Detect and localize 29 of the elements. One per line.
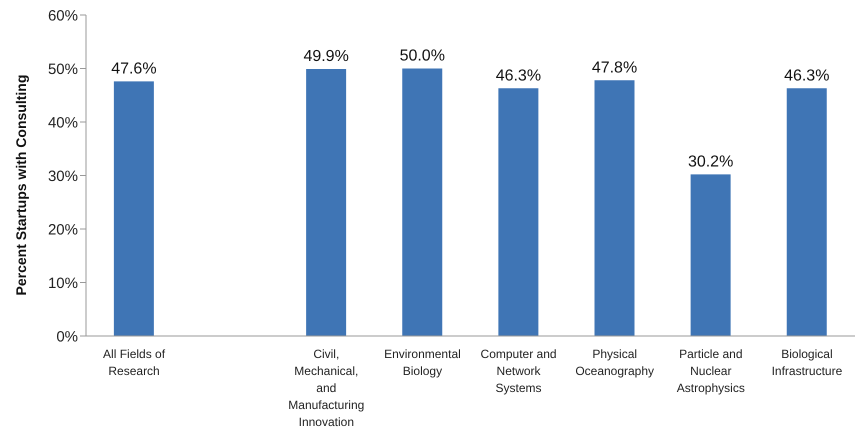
- bar: [498, 88, 538, 336]
- x-tick-label: Civil, Mechanical, and Manufacturing Innovation: [288, 347, 364, 429]
- y-tick-label: 40%: [48, 114, 78, 132]
- y-tick-label: 50%: [48, 60, 78, 78]
- bar: [114, 81, 154, 336]
- bar: [306, 69, 346, 336]
- x-tick-label: Biological Infrastructure: [772, 347, 843, 378]
- y-axis-title: Percent Startups with Consulting: [12, 74, 29, 296]
- data-label: 50.0%: [400, 48, 445, 64]
- bar: [690, 174, 731, 336]
- bar: [786, 88, 827, 336]
- data-label: 30.2%: [688, 153, 734, 170]
- x-tick-label: All Fields of Research: [103, 347, 166, 378]
- data-label: 46.3%: [496, 67, 542, 84]
- data-label: 47.8%: [592, 59, 638, 76]
- x-tick-label: Physical Oceanography: [575, 347, 654, 378]
- data-label: 49.9%: [303, 48, 349, 66]
- y-tick-label: 0%: [56, 328, 78, 346]
- x-tick-label: Computer and Network Systems: [480, 347, 557, 395]
- data-label: 46.3%: [784, 67, 830, 84]
- bar: [402, 68, 442, 336]
- y-tick-label: 30%: [48, 168, 78, 185]
- data-label: 47.6%: [111, 60, 157, 78]
- bar: [594, 80, 634, 336]
- y-tick-label: 10%: [48, 274, 78, 292]
- x-tick-label: Particle and Nuclear Astrophysics: [676, 347, 745, 395]
- y-tick-label: 60%: [48, 7, 78, 24]
- y-tick-label: 20%: [48, 221, 78, 238]
- x-tick-label: Environmental Biology: [384, 347, 461, 378]
